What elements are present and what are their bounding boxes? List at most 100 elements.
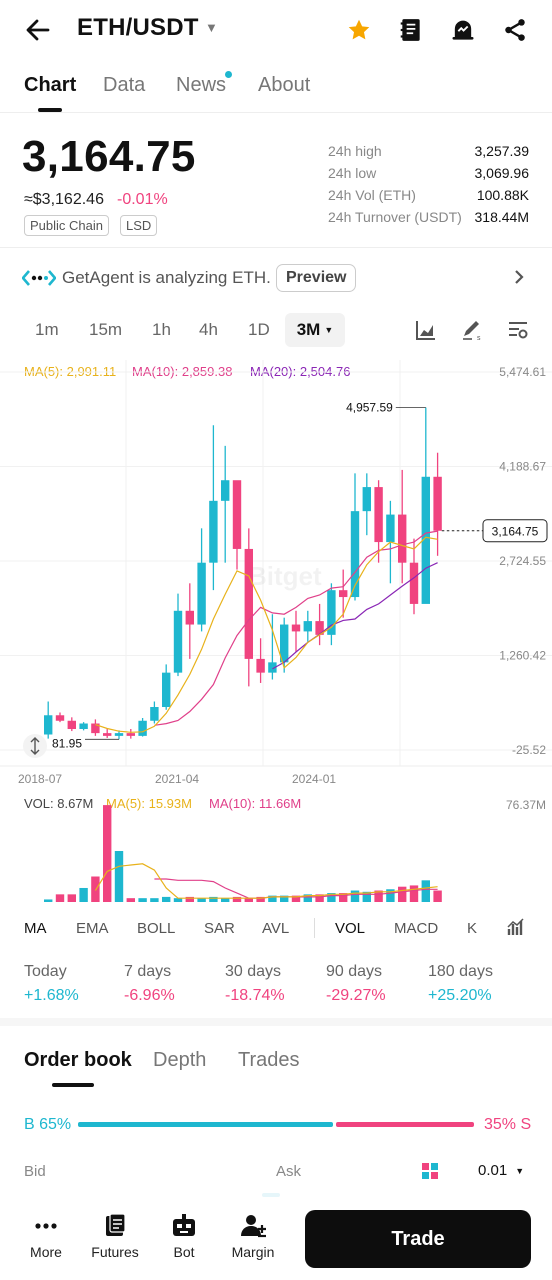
tab-trades[interactable]: Trades — [238, 1049, 300, 1071]
timeframe-1d[interactable]: 1D — [248, 320, 270, 339]
fiat-price: ≈$3,162.46 — [24, 191, 104, 208]
robot-icon — [149, 1212, 219, 1240]
draw-pen-icon[interactable]: s — [460, 318, 484, 347]
volume-bar — [232, 896, 242, 902]
divider — [0, 112, 552, 113]
trade-button[interactable]: Trade — [305, 1210, 531, 1268]
period-label: 7 days — [124, 963, 172, 980]
indicator-k[interactable]: K — [467, 920, 478, 937]
nav-bot[interactable]: Bot — [149, 1212, 219, 1260]
period-label: 90 days — [326, 963, 383, 980]
timeframe-4h[interactable]: 4h — [199, 320, 218, 339]
chevron-right-icon[interactable] — [510, 268, 528, 291]
volume-bar — [185, 896, 194, 902]
volume-bar — [339, 893, 348, 902]
nav-margin[interactable]: Margin — [218, 1212, 288, 1260]
tab-about[interactable]: About — [258, 74, 311, 96]
volume-bar — [398, 886, 407, 902]
volume-max-label: 76.37M — [506, 798, 546, 812]
divider — [314, 918, 315, 938]
volume-bar — [55, 894, 65, 902]
alert-bell-icon[interactable] — [447, 14, 479, 46]
share-icon[interactable] — [499, 14, 531, 46]
candle-body — [433, 476, 442, 531]
precision-select[interactable]: 0.01 ▼ — [478, 1162, 524, 1179]
indicator-settings-icon[interactable] — [506, 917, 526, 942]
y-tick-label: 2,724.55 — [499, 554, 546, 568]
back-arrow-icon[interactable] — [22, 14, 54, 46]
notebook-icon[interactable] — [395, 14, 427, 46]
loading-indicator — [262, 1193, 280, 1197]
volume-bar — [244, 898, 253, 902]
precision-value: 0.01 — [478, 1162, 508, 1179]
volume-bar — [280, 895, 289, 902]
y-tick-label: -25.52 — [512, 743, 546, 757]
sell-ratio-bar — [336, 1122, 474, 1127]
volume-ma10-legend: MA(10): 11.66M — [209, 796, 302, 811]
last-price: 3,164.75 — [22, 132, 196, 181]
stat-label: 24h low — [328, 165, 377, 181]
candle-body — [162, 672, 171, 708]
nav-more[interactable]: More — [11, 1212, 81, 1260]
nav-futures[interactable]: Futures — [80, 1212, 150, 1260]
timeframe-1h[interactable]: 1h — [152, 320, 171, 339]
divider — [0, 247, 552, 248]
y-tick-label: 5,474.61 — [499, 365, 546, 379]
indicator-ema[interactable]: EMA — [76, 920, 109, 937]
indicator-vol[interactable]: VOL — [335, 920, 366, 937]
volume-bar — [138, 898, 147, 902]
change-percent: -0.01% — [117, 191, 168, 208]
y-tick-label: 1,260.42 — [499, 649, 546, 663]
candle-body — [374, 487, 383, 543]
tab-data[interactable]: Data — [103, 74, 146, 96]
indicator-boll[interactable]: BOLL — [137, 920, 176, 937]
area-chart-icon[interactable] — [415, 319, 437, 346]
timeframe-15m[interactable]: 15m — [89, 320, 123, 339]
indicator-avl[interactable]: AVL — [262, 920, 290, 937]
book-layout-icon[interactable] — [421, 1162, 439, 1185]
volume-bar — [221, 898, 230, 902]
stat-value: 318.44M — [474, 209, 529, 225]
candle-body — [138, 720, 147, 736]
pair-title[interactable]: ETH/USDT — [77, 14, 199, 41]
candle-body — [126, 733, 135, 736]
period-value: -18.74% — [225, 987, 285, 1004]
candle-body — [244, 548, 253, 659]
last-price-box — [482, 519, 548, 543]
candle-body — [350, 511, 360, 598]
nav-more-label: More — [30, 1244, 62, 1260]
watermark: Bitget — [248, 561, 322, 591]
period-value: +1.68% — [24, 987, 79, 1004]
indicator-macd[interactable]: MACD — [394, 920, 439, 937]
candle-body — [409, 562, 419, 604]
tab-depth[interactable]: Depth — [153, 1049, 207, 1071]
volume-chart[interactable]: 76.37M — [0, 790, 552, 908]
timeframe-3m-label: 3M — [296, 320, 321, 339]
tag-lsd[interactable]: LSD — [120, 215, 158, 236]
stat-value: 100.88K — [476, 187, 529, 203]
tab-chart[interactable]: Chart — [24, 74, 77, 96]
candle-body — [327, 590, 336, 635]
volume-bar — [126, 898, 135, 902]
indicator-ma[interactable]: MA — [24, 920, 47, 937]
chart-settings-icon[interactable] — [506, 318, 530, 347]
volume-ma5-line — [94, 863, 438, 899]
timeframe-1m[interactable]: 1m — [35, 320, 59, 339]
timeframe-3m-selected[interactable]: 3M ▼ — [285, 313, 345, 347]
volume-bar — [409, 885, 419, 902]
star-icon[interactable] — [343, 14, 375, 46]
candlestick-chart[interactable]: Bitget 5,474.61 4,188.67 2,724.55 1,260.42 -2… — [0, 360, 552, 790]
candle-body — [232, 480, 242, 549]
indicator-sar[interactable]: SAR — [204, 920, 235, 937]
low-price-label: 81.95 — [52, 736, 82, 750]
volume-bar — [362, 891, 371, 902]
agent-preview-button[interactable]: Preview — [276, 264, 357, 292]
tag-public-chain[interactable]: Public Chain — [24, 215, 109, 236]
last-price-label: 3,164.75 — [492, 525, 539, 539]
volume-bar — [327, 893, 336, 902]
volume-bar — [150, 898, 159, 902]
tab-news[interactable]: News — [176, 74, 227, 96]
tab-order-book[interactable]: Order book — [24, 1049, 132, 1071]
sell-ratio-label: 35% S — [484, 1116, 532, 1133]
caret-down-icon[interactable]: ▼ — [205, 20, 218, 35]
